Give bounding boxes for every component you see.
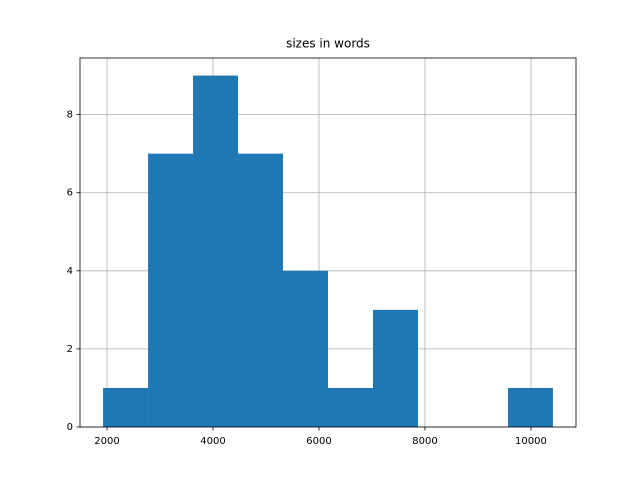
y-tick-label: 6 bbox=[67, 188, 73, 199]
bar bbox=[238, 153, 284, 427]
chart-title: sizes in words bbox=[286, 37, 370, 51]
bar bbox=[372, 309, 418, 427]
y-tick-label: 8 bbox=[67, 110, 73, 121]
y-tick-label: 2 bbox=[67, 344, 73, 355]
bar bbox=[283, 270, 328, 427]
x-tick-label: 10000 bbox=[515, 436, 547, 447]
bar bbox=[193, 75, 239, 428]
x-tick-label: 2000 bbox=[94, 436, 119, 447]
bar bbox=[103, 387, 149, 427]
bar bbox=[507, 387, 553, 427]
axes-frame bbox=[79, 57, 577, 428]
y-tick-label: 4 bbox=[67, 266, 73, 277]
bar bbox=[328, 387, 373, 427]
x-tick-label: 6000 bbox=[306, 436, 331, 447]
x-tick-label: 8000 bbox=[412, 436, 437, 447]
x-tick-label: 4000 bbox=[200, 436, 225, 447]
bar bbox=[148, 153, 194, 427]
y-tick-label: 0 bbox=[67, 422, 73, 433]
